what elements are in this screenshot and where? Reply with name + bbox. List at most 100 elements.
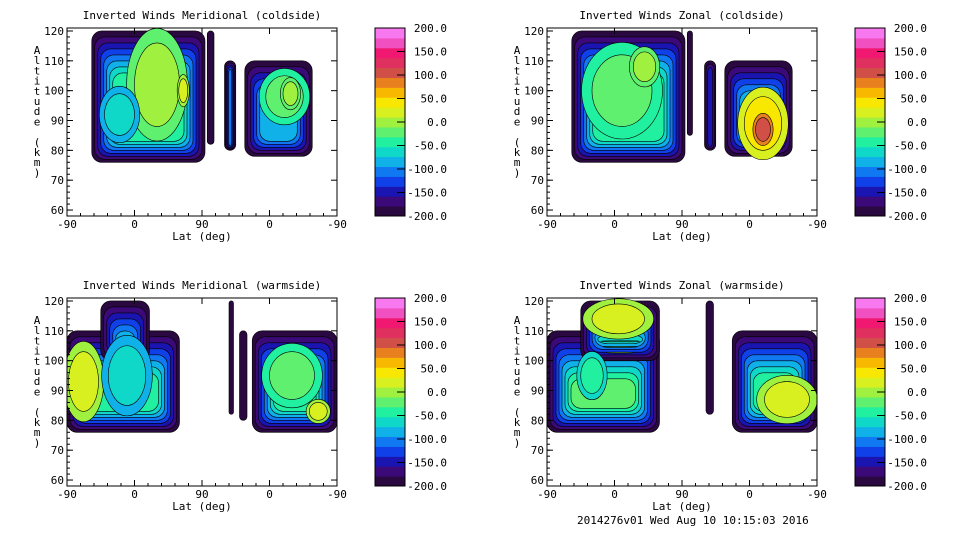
colorbar-segment [855, 28, 885, 39]
x-tick-label: 0 [746, 488, 753, 501]
colorbar-tick-label: -50.0 [894, 410, 927, 423]
colorbar-tick-label: -150.0 [407, 457, 447, 470]
y-axis-label-char: u [34, 365, 41, 378]
contour-band [104, 93, 135, 136]
colorbar-tick-label: 0.0 [907, 116, 927, 129]
colorbar-segment [375, 57, 405, 69]
colorbar-segment [855, 146, 885, 158]
y-axis-label-char: ) [514, 436, 521, 449]
y-axis-label-char: t [34, 334, 41, 347]
x-tick-label: 90 [195, 218, 208, 231]
colorbar-segment [375, 426, 405, 438]
colorbar-tick-label: -50.0 [414, 410, 447, 423]
y-tick-label: 120 [524, 295, 544, 308]
colorbar-segment [375, 446, 405, 457]
colorbar-tick-label: 0.0 [427, 386, 447, 399]
contour-band [600, 340, 640, 343]
colorbar-segment [375, 416, 405, 428]
y-tick-label: 60 [531, 204, 544, 217]
colorbar-segment [375, 466, 405, 477]
colorbar-segment [375, 436, 405, 447]
colorbar-tick-label: -100.0 [407, 433, 447, 446]
x-tick-label: 0 [266, 488, 273, 501]
colorbar-tick-label: 0.0 [907, 386, 927, 399]
contour-field [571, 30, 793, 163]
colorbar-tick-label: 100.0 [894, 339, 927, 352]
colorbar-tick-label: 200.0 [414, 22, 447, 35]
colorbar-segment [855, 436, 885, 447]
x-tick-label: 0 [611, 218, 618, 231]
contour-band [632, 51, 657, 83]
colorbar-segment [855, 387, 885, 398]
y-tick-label: 120 [44, 295, 64, 308]
colorbar-segment [855, 456, 885, 467]
colorbar-tick-label: 100.0 [414, 339, 447, 352]
colorbar-segment [855, 176, 885, 187]
y-axis-label-char: t [34, 355, 41, 368]
colorbar-tick-label: 50.0 [901, 363, 928, 376]
colorbar-segment [375, 337, 405, 348]
y-tick-label: 90 [531, 385, 544, 398]
y-axis-label-char: A [514, 314, 521, 327]
y-tick-label: 60 [51, 474, 64, 487]
colorbar-tick-label: 150.0 [414, 46, 447, 59]
colorbar-tick-label: 50.0 [901, 93, 928, 106]
colorbar-segment [855, 107, 885, 118]
contour-band [107, 345, 147, 406]
colorbar-tick-label: -200.0 [887, 210, 927, 223]
y-axis-label-char: k [34, 416, 41, 429]
y-tick-label: 80 [531, 144, 544, 157]
y-tick-label: 60 [51, 204, 64, 217]
colorbar-segment [375, 476, 405, 487]
colorbar-segment [375, 67, 405, 78]
colorbar-segment [855, 466, 885, 477]
y-tick-label: 90 [51, 385, 64, 398]
colorbar-segment [375, 406, 405, 418]
colorbar-segment [375, 117, 405, 128]
y-tick-label: 60 [531, 474, 544, 487]
y-axis-label-char: t [514, 85, 521, 98]
y-tick-label: 100 [44, 355, 64, 368]
colorbar-segment [855, 47, 885, 59]
colorbar-segment [375, 77, 405, 88]
contour-band [606, 351, 635, 354]
y-axis-label-char: ) [514, 166, 521, 179]
colorbar-tick-label: 150.0 [894, 46, 927, 59]
contour-band [603, 346, 638, 348]
y-axis-label-char: t [514, 334, 521, 347]
contour-band [134, 42, 180, 127]
colorbar-segment [855, 206, 885, 217]
y-axis-label-char: e [514, 115, 521, 128]
colorbar-segment [375, 367, 405, 378]
colorbar-tick-label: -150.0 [407, 187, 447, 200]
y-tick-label: 90 [51, 115, 64, 128]
chart-title: Inverted Winds Zonal (warmside) [579, 279, 784, 292]
contour-band [755, 117, 771, 142]
y-axis-label-char: i [514, 345, 521, 358]
colorbar-segment [375, 136, 405, 148]
colorbar-tick-label: 200.0 [894, 292, 927, 305]
colorbar-tick-label: -50.0 [894, 140, 927, 153]
contour-band [764, 381, 810, 418]
contour-band [178, 78, 189, 103]
colorbar-segment [855, 117, 885, 128]
y-axis-label-char: A [34, 44, 41, 57]
y-axis-label-char: e [34, 115, 41, 128]
y-axis-label-char: u [514, 95, 521, 108]
y-tick-label: 80 [531, 414, 544, 427]
contour-band [308, 402, 328, 421]
x-tick-label: -90 [327, 218, 347, 231]
colorbar-tick-label: -100.0 [407, 163, 447, 176]
colorbar-segment [375, 97, 405, 108]
y-tick-label: 70 [531, 174, 544, 187]
y-axis-label-char: d [34, 375, 41, 388]
y-axis-label-char: i [34, 345, 41, 358]
contour-band [228, 300, 234, 415]
colorbar-segment [375, 37, 405, 49]
colorbar-tick-label: 100.0 [414, 69, 447, 82]
y-tick-label: 90 [531, 115, 544, 128]
colorbar-tick-label: 200.0 [414, 292, 447, 305]
